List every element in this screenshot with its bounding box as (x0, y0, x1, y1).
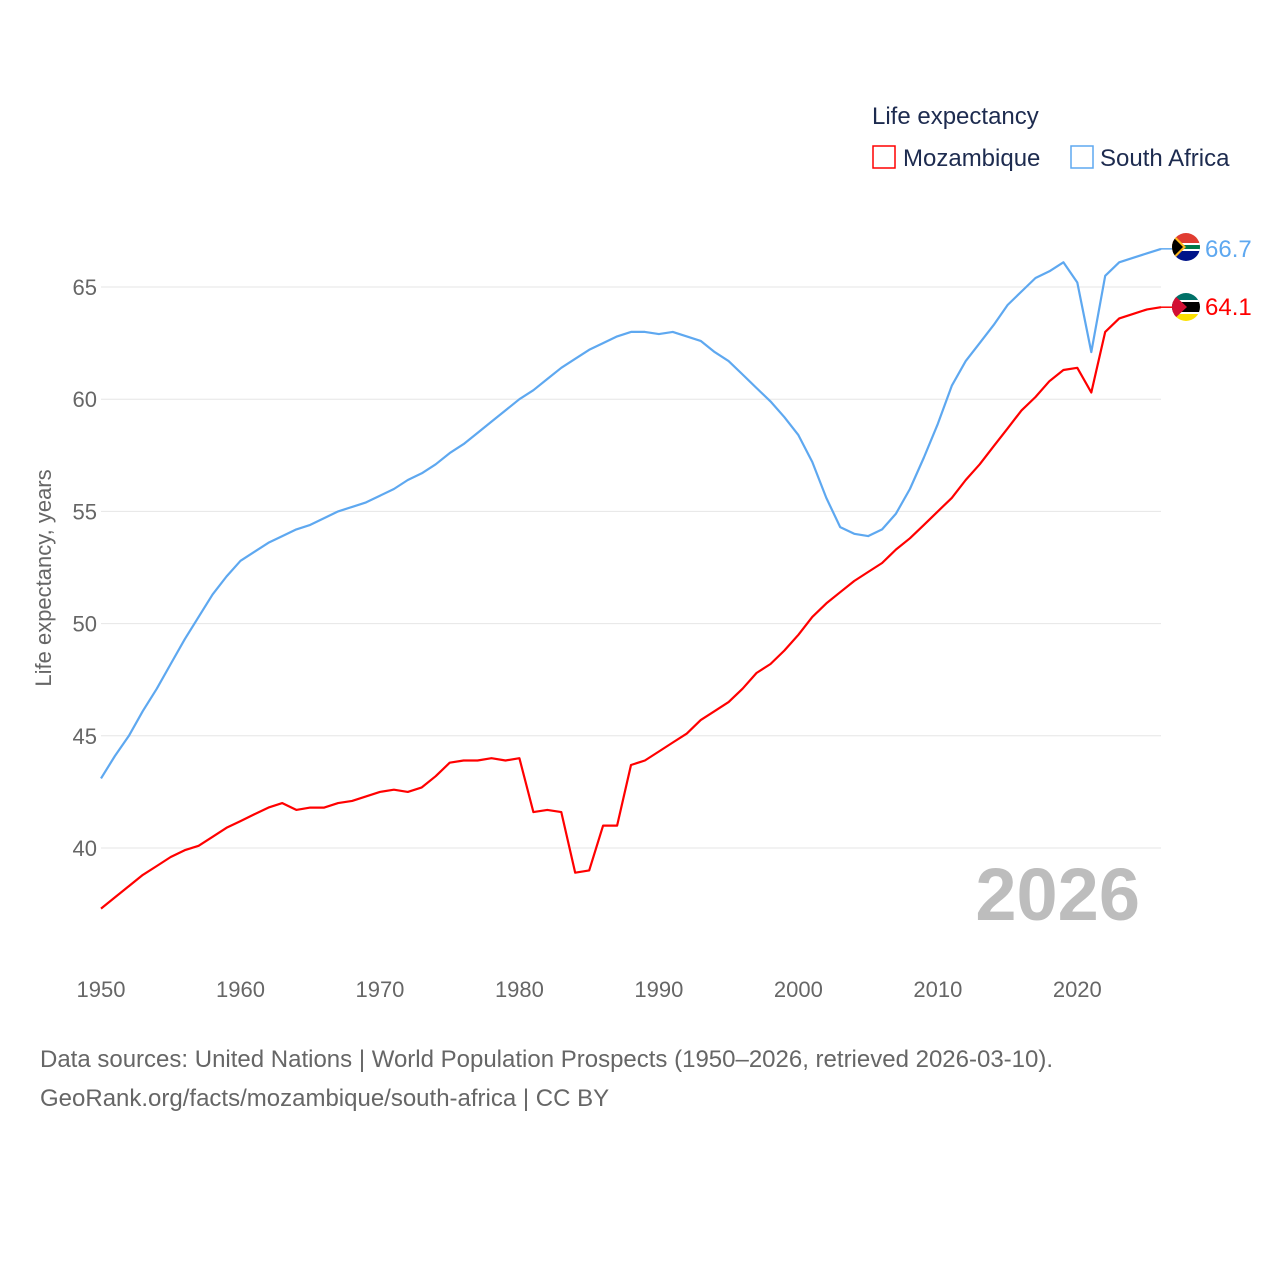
end-value-label: 66.7 (1205, 236, 1252, 263)
y-tick-label: 55 (73, 499, 97, 524)
data-source-text: Data sources: United Nations | World Pop… (40, 1046, 1054, 1073)
x-tick-label: 1960 (216, 977, 265, 1002)
x-tick-label: 1980 (495, 977, 544, 1002)
legend-item-mozambique[interactable]: Mozambique (872, 145, 1040, 172)
y-tick-label: 50 (73, 612, 97, 637)
source-link[interactable]: GeoRank.org/facts/mozambique/south-afric… (40, 1085, 610, 1112)
legend-label-south-africa: South Africa (1100, 145, 1230, 172)
series-lines (100, 247, 1172, 910)
y-axis-label: Life expectancy, years (31, 469, 56, 686)
legend-swatch-mozambique (872, 145, 896, 169)
year-watermark: 2026 (975, 853, 1140, 936)
legend-item-south-africa[interactable]: South Africa (1070, 145, 1230, 172)
legend-title: Life expectancy (872, 103, 1039, 130)
y-tick-label: 40 (73, 836, 97, 861)
x-tick-label: 2000 (774, 977, 823, 1002)
y-axis-ticks: 40 45 50 55 60 65 (73, 275, 97, 861)
x-tick-label: 1950 (77, 977, 126, 1002)
x-tick-label: 1970 (355, 977, 404, 1002)
y-tick-label: 65 (73, 275, 97, 300)
x-tick-label: 2020 (1053, 977, 1102, 1002)
gridlines (101, 286, 1161, 849)
mozambique-flag-icon (1172, 293, 1200, 321)
series-line-south-africa (100, 247, 1162, 779)
x-tick-label: 1990 (634, 977, 683, 1002)
y-tick-label: 45 (73, 724, 97, 749)
legend-swatch-south-africa (1070, 145, 1094, 169)
end-value-label: 64.1 (1205, 294, 1252, 321)
x-tick-label: 2010 (913, 977, 962, 1002)
x-axis-ticks: 1950 1960 1970 1980 1990 2000 2010 2020 (77, 977, 1102, 1002)
legend-label-mozambique: Mozambique (903, 145, 1040, 172)
y-tick-label: 60 (73, 387, 97, 412)
series-line-mozambique (100, 306, 1162, 910)
south-africa-flag-icon (1172, 233, 1200, 261)
end-labels: 64.1 66.7 (1205, 236, 1252, 321)
